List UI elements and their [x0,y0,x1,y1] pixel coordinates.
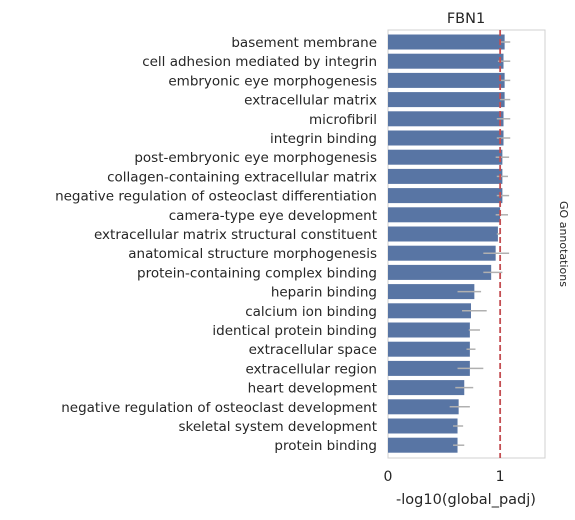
bar [388,53,504,69]
bar [388,264,492,280]
bar [388,341,470,357]
category-label: collagen-containing extracellular matrix [107,169,377,185]
bar [388,92,505,108]
bar [388,437,458,453]
category-label: protein binding [274,438,377,454]
bar [388,111,504,127]
category-label: extracellular matrix [244,93,377,109]
category-label: anatomical structure morphogenesis [128,246,377,262]
bar [388,322,470,338]
bar [388,149,503,165]
error-bars-group [449,41,511,446]
category-label: negative regulation of osteoclast develo… [61,400,377,416]
bar [388,284,475,300]
bar [388,380,465,396]
category-label: heparin binding [271,285,377,301]
category-label: microfibril [309,112,377,128]
category-label: extracellular region [245,361,377,377]
bar [388,130,504,146]
category-label: heart development [248,381,377,397]
bar [388,360,470,376]
category-label: skeletal system development [179,419,378,435]
bar [388,188,503,204]
category-labels-group: basement membrane cell adhesion mediated … [55,35,377,454]
bar [388,399,459,415]
bar [388,72,505,88]
bar [388,303,471,319]
category-label: extracellular space [249,342,377,358]
x-tick-label: 1 [496,469,505,485]
chart-title: FBN1 [447,11,485,27]
category-label: embryonic eye morphogenesis [168,73,377,89]
category-label: identical protein binding [212,323,377,339]
bar [388,226,498,242]
bar [388,245,496,261]
category-label: integrin binding [270,131,377,147]
category-label: protein-containing complex binding [137,265,377,281]
category-label: calcium ion binding [245,304,377,320]
category-label: basement membrane [231,35,377,51]
bar [388,34,505,50]
category-label: negative regulation of osteoclast differ… [55,189,377,205]
y-axis-label: GO annotations [557,201,570,287]
bar [388,418,458,434]
bar [388,207,501,223]
category-label: post-embryonic eye morphogenesis [134,150,377,166]
x-axis-label: -log10(global_padj) [396,492,536,508]
category-label: camera-type eye development [169,208,377,224]
bar [388,168,503,184]
category-label: extracellular matrix structural constitu… [94,227,377,243]
x-tick-label: 0 [384,469,393,485]
category-label: cell adhesion mediated by integrin [142,54,377,70]
bars-group [388,34,505,453]
